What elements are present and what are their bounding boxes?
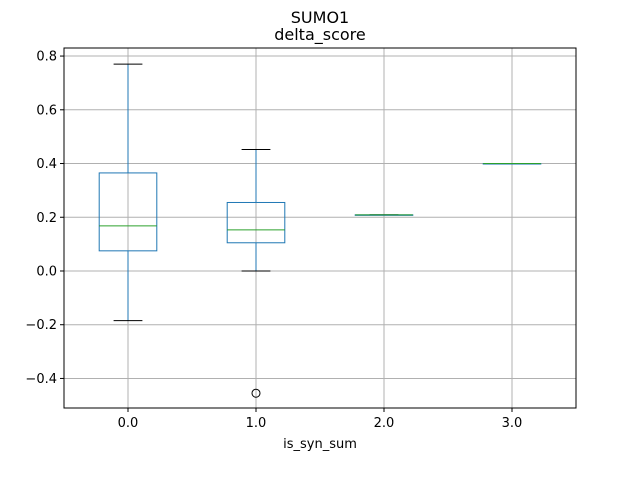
outlier-point: [251, 388, 261, 398]
box-group-0.0: [98, 63, 158, 322]
box-iqr: [98, 172, 158, 252]
axis-ticks: 0.0 1.0 2.0 3.0 −0.4 −0.2 0.0 0.2 0.4 0.6 0.8: [25, 50, 522, 431]
box-group-3.0: [482, 163, 542, 165]
grid: [64, 48, 576, 408]
box-group-1.0: [226, 149, 286, 398]
plot-frame: [63, 47, 577, 409]
y-tick-label: 0.2: [36, 211, 57, 226]
y-tick-label: 0.0: [36, 264, 57, 279]
x-tick-label: 3.0: [502, 416, 523, 431]
x-axis-label: is_syn_sum: [283, 437, 357, 452]
x-tick-label: 1.0: [246, 416, 267, 431]
y-tick-label: 0.4: [36, 157, 57, 172]
y-tick-label: −0.4: [25, 372, 57, 387]
chart-title: delta_score: [274, 25, 366, 45]
box-iqr: [226, 201, 286, 244]
chart-suptitle: SUMO1: [291, 8, 349, 27]
boxes: [98, 63, 542, 398]
y-tick-label: −0.2: [25, 318, 57, 333]
y-tick-label: 0.6: [36, 103, 57, 118]
x-tick-label: 2.0: [374, 416, 395, 431]
box-group-2.0: [354, 214, 414, 216]
y-tick-label: 0.8: [36, 50, 57, 65]
x-tick-label: 0.0: [118, 416, 139, 431]
